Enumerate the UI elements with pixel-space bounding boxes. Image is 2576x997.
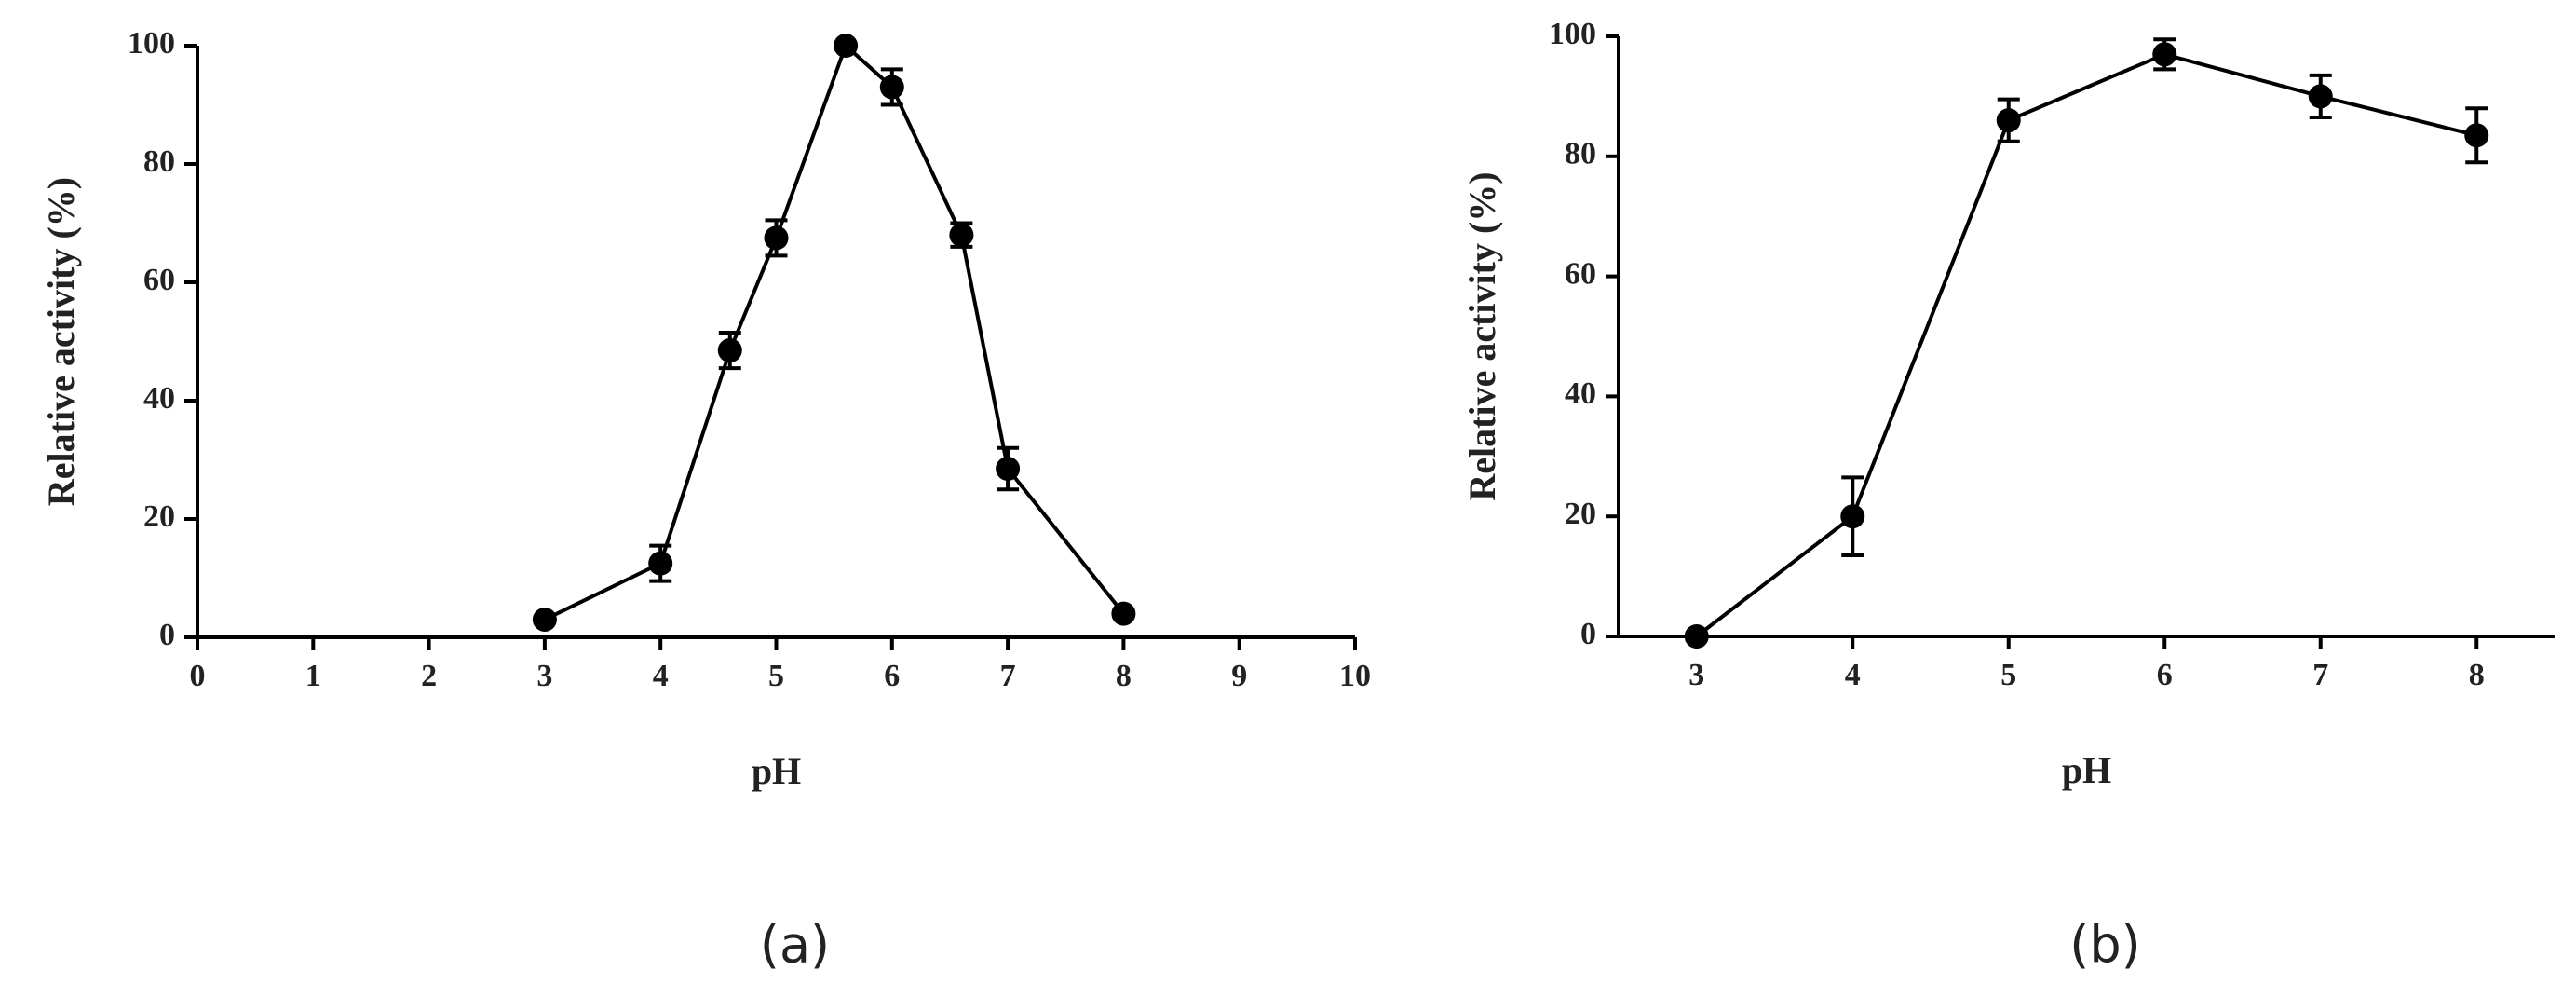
x-tick-label: 5 bbox=[2000, 658, 2016, 692]
data-point bbox=[1111, 601, 1136, 626]
data-line bbox=[544, 42, 1125, 621]
data-point bbox=[1840, 504, 1865, 529]
x-tick-label: 3 bbox=[536, 659, 552, 693]
y-tick-label: 20 bbox=[143, 499, 175, 534]
x-axis-title: pH bbox=[2062, 749, 2111, 791]
data-point bbox=[996, 457, 1021, 482]
panel-label: (a) bbox=[760, 916, 830, 975]
x-tick-label: 10 bbox=[1339, 659, 1371, 693]
data-line bbox=[1695, 52, 2477, 638]
y-tick-label: 20 bbox=[1565, 497, 1596, 531]
x-tick-label: 9 bbox=[1231, 659, 1247, 693]
x-tick-label: 2 bbox=[421, 659, 437, 693]
x-tick-label: 8 bbox=[2469, 658, 2485, 692]
y-tick-label: 80 bbox=[143, 144, 175, 179]
x-tick-label: 8 bbox=[1116, 659, 1132, 693]
y-tick-label: 60 bbox=[1565, 256, 1596, 291]
y-tick-label: 80 bbox=[1565, 137, 1596, 171]
y-tick-label: 40 bbox=[143, 381, 175, 416]
x-tick-label: 7 bbox=[2312, 658, 2328, 692]
x-tick-label: 4 bbox=[1845, 658, 1861, 692]
x-tick-label: 6 bbox=[884, 659, 900, 693]
x-tick-label: 4 bbox=[653, 659, 669, 693]
x-tick-label: 5 bbox=[768, 659, 784, 693]
y-axis-title: Relative activity (%) bbox=[1461, 171, 1503, 500]
x-tick-label: 6 bbox=[2157, 658, 2173, 692]
data-point bbox=[1684, 624, 1709, 649]
data-point bbox=[879, 75, 904, 100]
panel-label: (b) bbox=[2069, 916, 2140, 975]
data-point bbox=[1996, 108, 2021, 133]
y-tick-label: 40 bbox=[1565, 376, 1596, 411]
y-tick-label: 100 bbox=[1549, 17, 1596, 51]
x-tick-label: 3 bbox=[1688, 658, 1704, 692]
x-axis-title: pH bbox=[752, 750, 801, 792]
y-tick-label: 100 bbox=[128, 26, 175, 61]
x-tick-label: 0 bbox=[190, 659, 206, 693]
data-point bbox=[764, 225, 789, 251]
y-axis-title: Relative activity (%) bbox=[40, 177, 82, 506]
x-tick-label: 1 bbox=[305, 659, 321, 693]
data-point bbox=[717, 338, 742, 363]
data-point bbox=[949, 223, 974, 248]
y-tick-label: 60 bbox=[143, 263, 175, 297]
y-tick-label: 0 bbox=[1580, 617, 1596, 651]
data-point bbox=[2308, 84, 2333, 109]
y-tick-label: 0 bbox=[159, 618, 175, 652]
x-tick-label: 7 bbox=[1000, 659, 1016, 693]
data-point bbox=[834, 34, 859, 58]
data-point bbox=[2464, 123, 2489, 148]
data-point bbox=[532, 607, 557, 632]
data-point bbox=[2152, 42, 2177, 67]
data-point bbox=[648, 551, 673, 576]
